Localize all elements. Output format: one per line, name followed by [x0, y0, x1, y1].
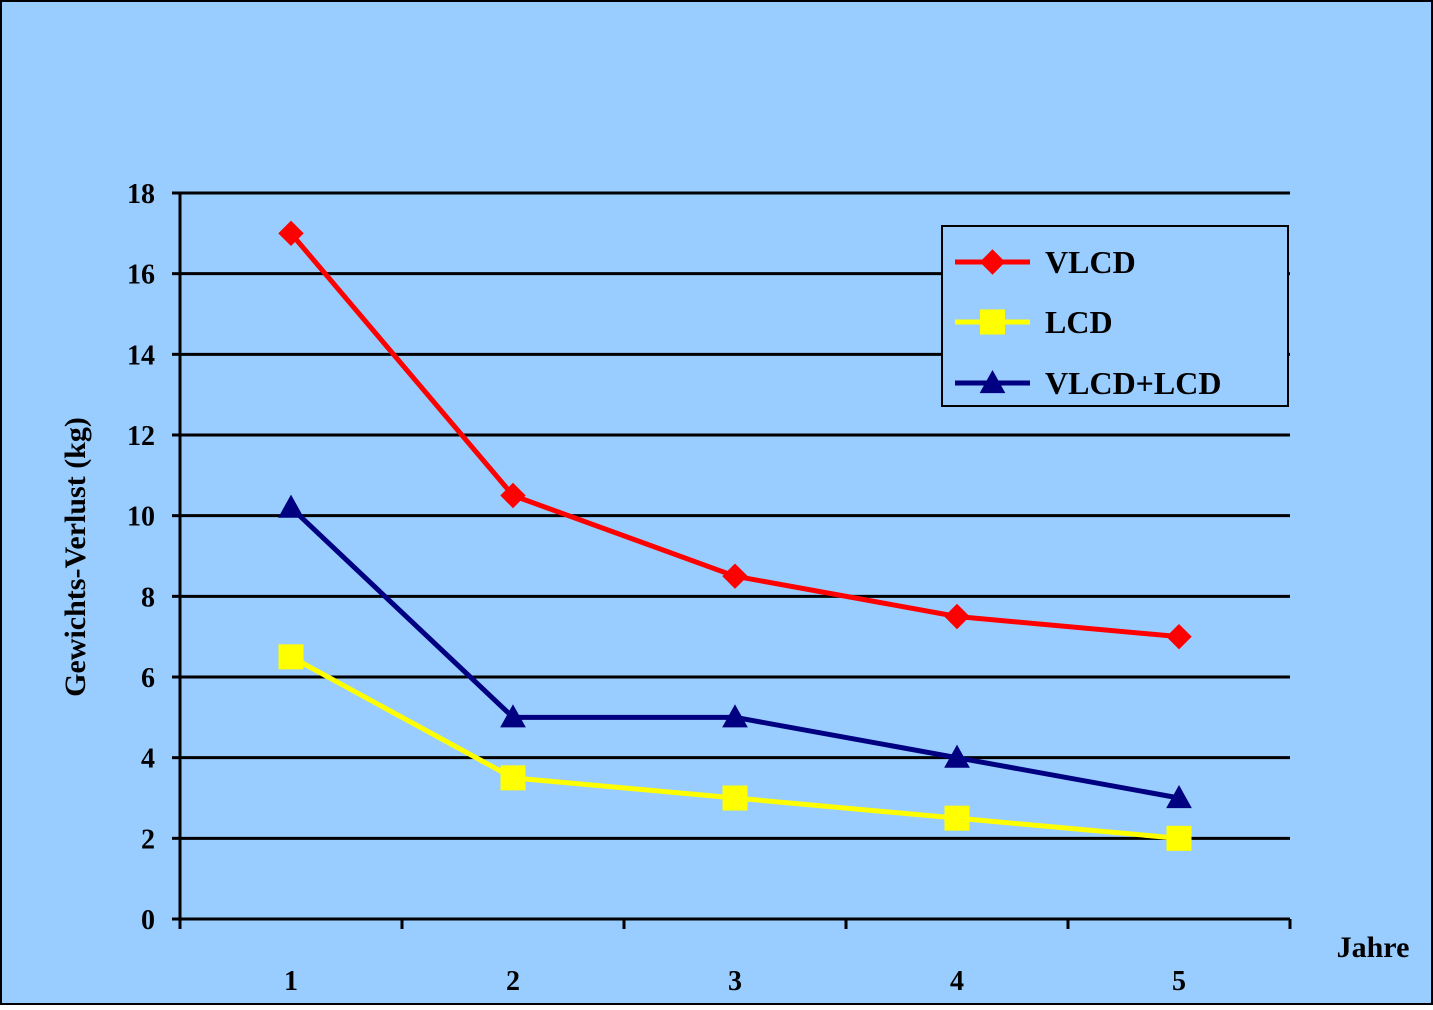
- x-tick-label: 2: [506, 966, 520, 997]
- legend: VLCD LCD VLCD+LCD: [941, 225, 1289, 407]
- data-point-lcd: [278, 644, 304, 670]
- legend-marker-vlcd-lcd: [979, 369, 1006, 394]
- legend-marker-vlcd: [979, 249, 1006, 275]
- data-point-vlcd: [500, 482, 526, 509]
- y-tick-label: 12: [127, 421, 155, 452]
- data-point-vlcd: [722, 563, 748, 589]
- y-tick-label: 8: [141, 582, 155, 613]
- y-tick-label: 16: [127, 260, 155, 291]
- data-point-vlcd: [944, 603, 970, 630]
- y-tick-label: 0: [141, 905, 155, 936]
- y-tick-label: 6: [141, 663, 155, 694]
- x-tick-label: 5: [1172, 966, 1186, 997]
- data-point-vlcd-lcd: [944, 744, 970, 768]
- data-point-vlcd-lcd: [278, 494, 304, 518]
- data-point-vlcd: [1166, 623, 1192, 650]
- x-tick-label: 1: [284, 966, 298, 997]
- x-tick-label: 4: [950, 966, 964, 997]
- data-point-lcd: [1166, 825, 1192, 851]
- data-point-vlcd-lcd: [500, 704, 526, 728]
- y-axis-ticks: 0 2 4 6 8 10 12 14 16 18: [127, 179, 180, 936]
- y-axis-label: Gewichts-Verlust (kg): [59, 417, 92, 697]
- data-point-lcd: [722, 785, 748, 811]
- series-group: [278, 220, 1192, 851]
- y-tick-label: 4: [141, 744, 155, 775]
- data-point-lcd: [500, 765, 526, 791]
- x-axis-label: Jahre: [1337, 931, 1410, 964]
- y-tick-label: 2: [141, 824, 155, 855]
- axes: [178, 193, 1290, 921]
- data-point-vlcd: [278, 220, 304, 247]
- legend-label-vlcd-lcd: VLCD+LCD: [1045, 365, 1221, 401]
- y-tick-label: 14: [127, 340, 155, 371]
- grid-lines: [180, 191, 1290, 840]
- data-point-vlcd-lcd: [1166, 784, 1192, 809]
- y-tick-label: 18: [127, 179, 155, 210]
- data-point-vlcd-lcd: [722, 704, 748, 728]
- legend-marker-lcd: [980, 309, 1005, 335]
- x-axis-ticks: 1 2 3 4 5: [178, 919, 1292, 997]
- y-tick-label: 10: [127, 502, 155, 533]
- legend-label-vlcd: VLCD: [1045, 244, 1136, 280]
- legend-label-lcd: LCD: [1045, 304, 1113, 340]
- x-tick-label: 3: [728, 966, 742, 997]
- data-point-lcd: [944, 805, 970, 831]
